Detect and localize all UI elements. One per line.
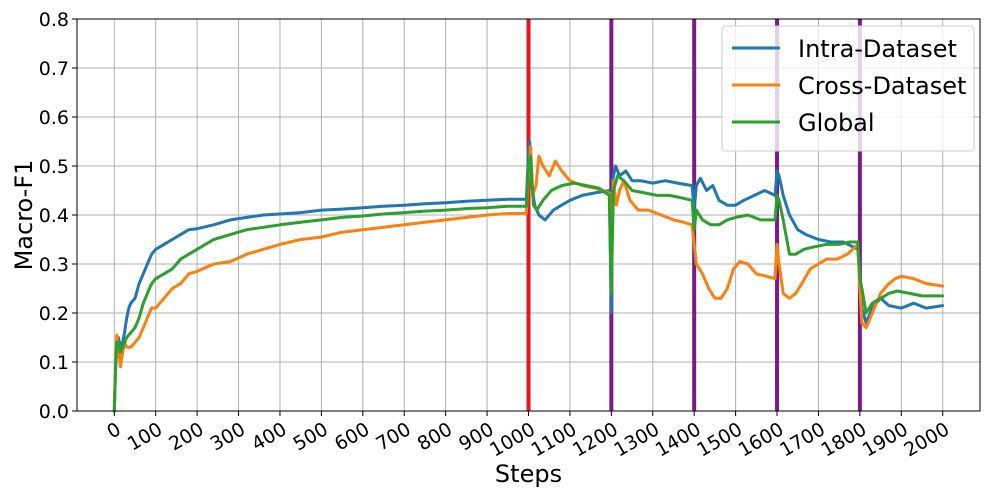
- legend-box: [721, 25, 975, 152]
- x-tick-label: 700: [372, 418, 414, 455]
- y-axis-title: Macro-F1: [10, 160, 38, 271]
- legend-label: Intra-Dataset: [798, 35, 957, 63]
- y-axis-ticks: 0.0 0.1 0.2 0.3 0.4 0.5 0.6 0.7 0.8: [39, 9, 77, 423]
- x-tick-label: 600: [331, 418, 373, 455]
- x-tick-label: 200: [165, 418, 207, 455]
- y-tick-label: 0.7: [39, 58, 69, 80]
- legend-label: Cross-Dataset: [798, 72, 966, 100]
- x-tick-label: 0: [103, 418, 124, 443]
- x-tick-label: 800: [414, 418, 456, 455]
- y-tick-label: 0.8: [39, 9, 69, 31]
- y-tick-label: 0.5: [39, 156, 69, 178]
- x-axis-title: Steps: [495, 460, 562, 488]
- legend-label: Global: [798, 109, 875, 137]
- x-tick-label: 400: [248, 418, 290, 455]
- series-line-intra-dataset: [112, 140, 945, 413]
- x-tick-label: 2000: [900, 418, 953, 461]
- legend: Intra-Dataset Cross-Dataset Global: [721, 25, 975, 152]
- y-tick-label: 0.4: [39, 205, 69, 227]
- y-tick-label: 0.2: [39, 303, 69, 325]
- y-tick-label: 0.1: [39, 352, 69, 374]
- x-tick-label: 300: [207, 418, 249, 455]
- x-tick-label: 100: [124, 418, 166, 455]
- y-tick-label: 0.6: [39, 107, 69, 129]
- series-line-global: [112, 154, 945, 413]
- y-tick-label: 0.0: [39, 401, 69, 423]
- x-axis-ticks: 0 100 200 300 400 500 600 700 800 900100011001200…: [103, 411, 953, 462]
- series-lines: [112, 140, 945, 413]
- x-tick-label: 500: [289, 418, 331, 455]
- y-tick-label: 0.3: [39, 254, 69, 276]
